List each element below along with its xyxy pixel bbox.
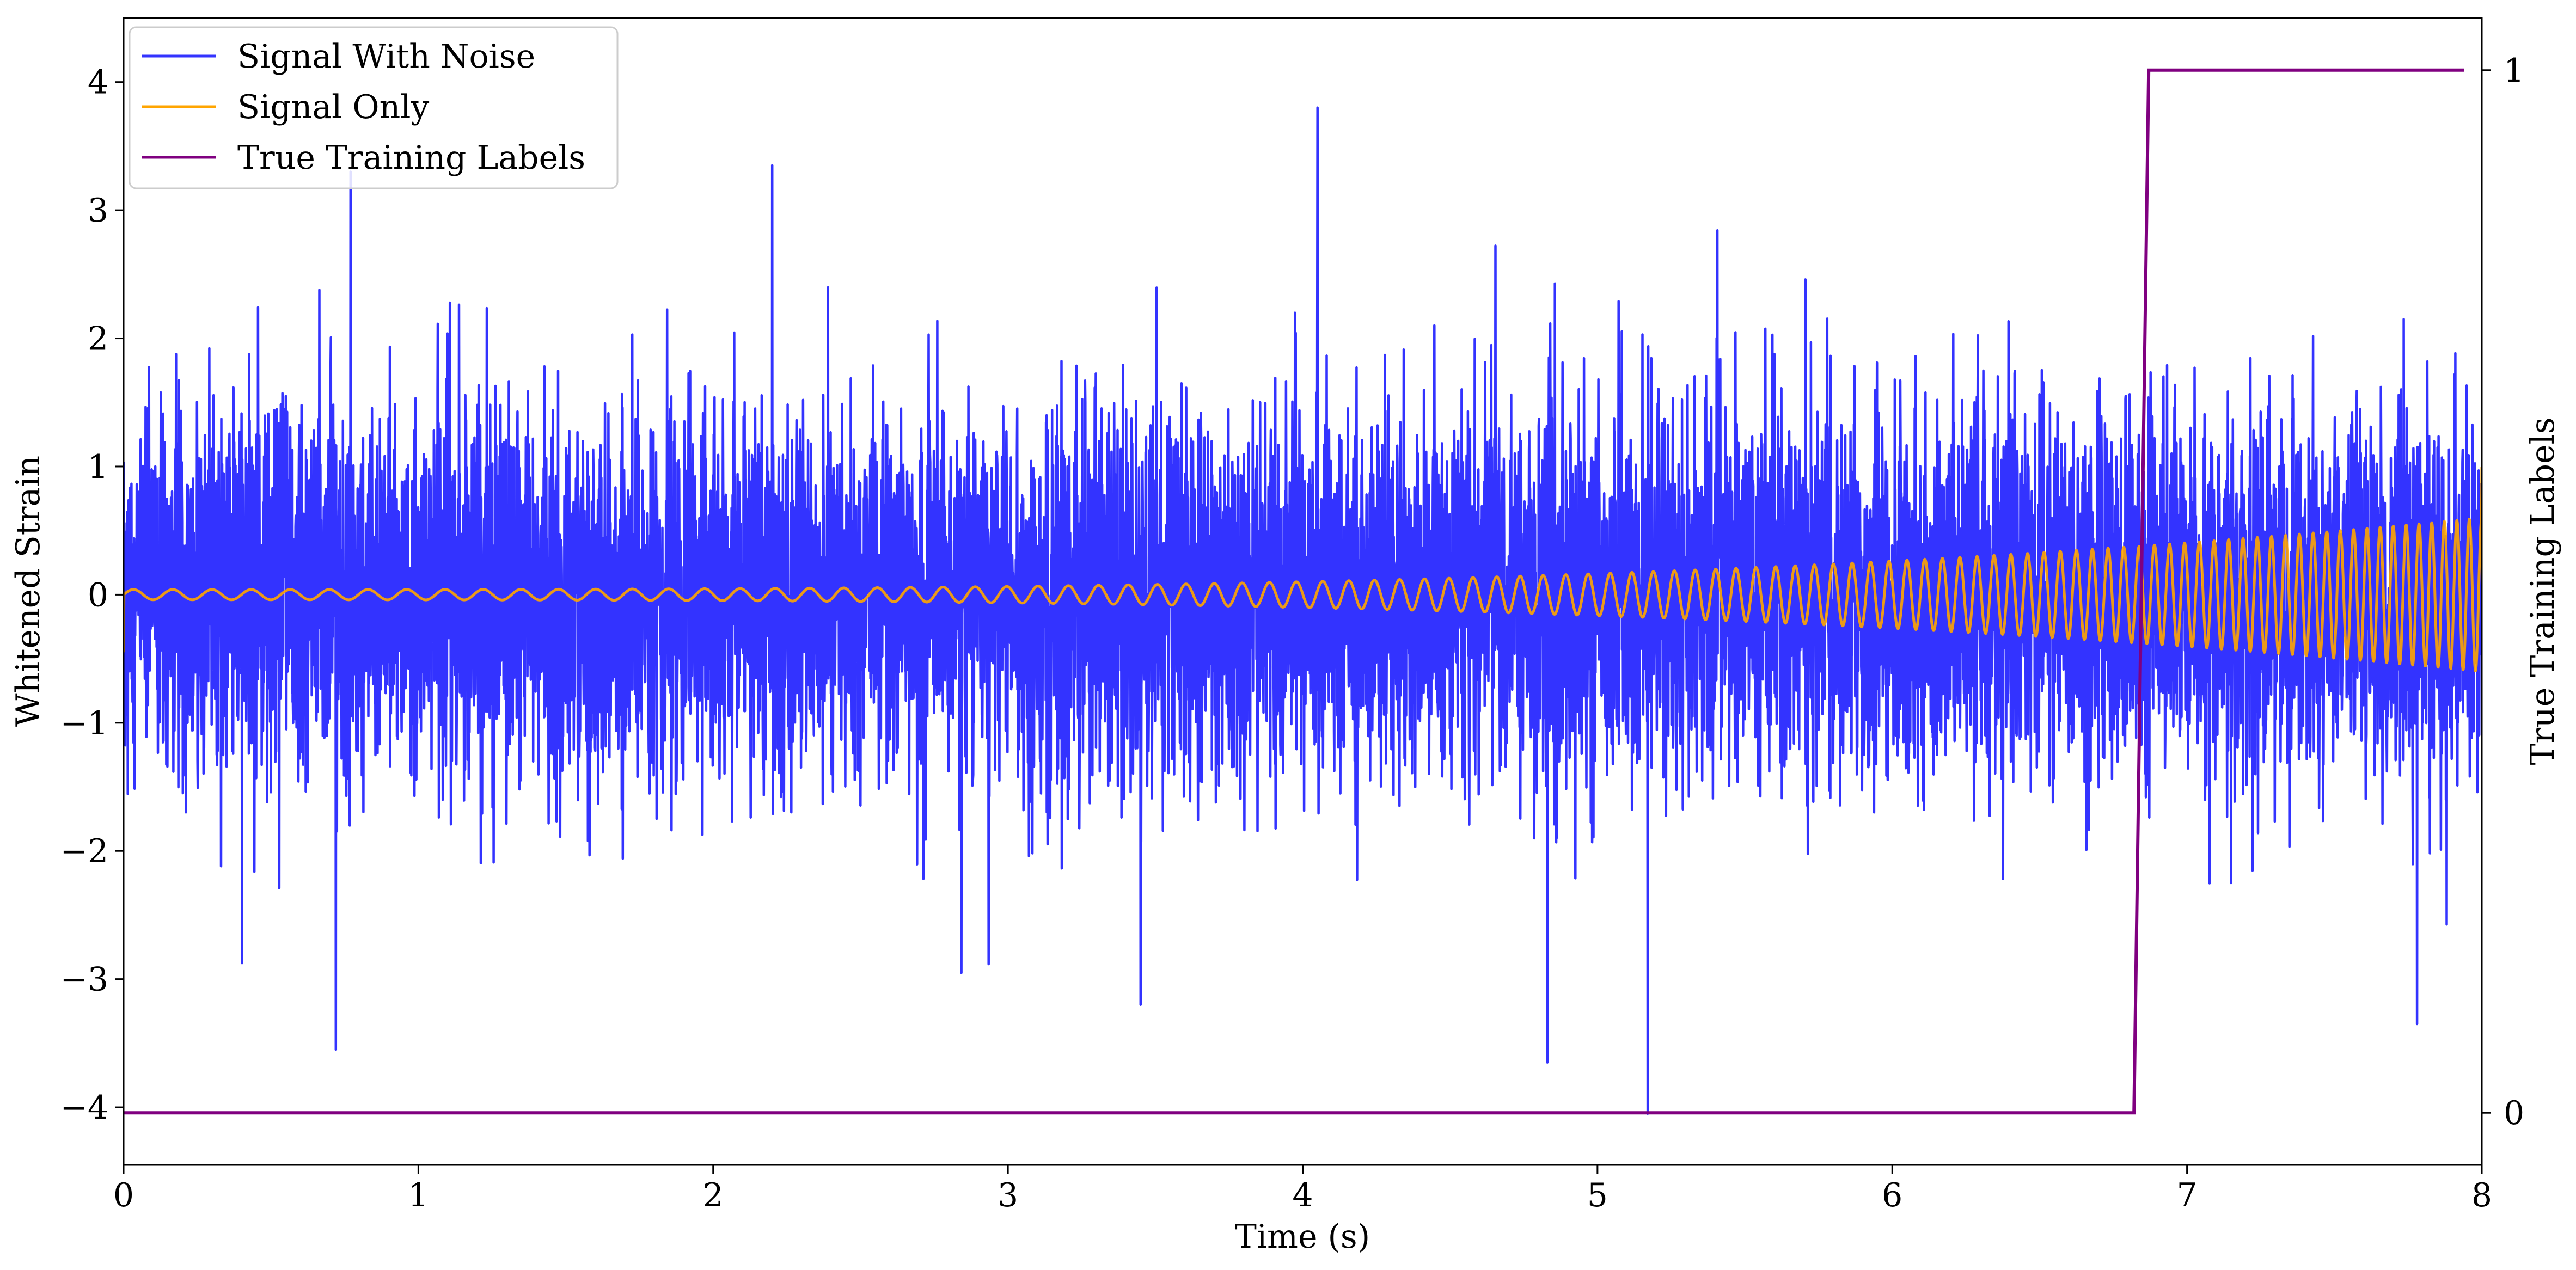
y-axis-right-title: True Training Labels	[2524, 417, 2562, 765]
x-axis: 0 1 2 3 4 5 6 7 8	[113, 1165, 2492, 1214]
series-signal-with-noise	[124, 106, 2482, 1115]
y-left-tick-label: −2	[60, 832, 108, 870]
series-signal-only	[124, 466, 2482, 672]
y-left-tick-label: 1	[88, 448, 108, 486]
x-tick-label: 3	[998, 1176, 1018, 1214]
x-tick-label: 2	[703, 1176, 724, 1214]
legend-label-signal-with-noise: Signal With Noise	[237, 38, 535, 76]
y-right-tick-label: 0	[2504, 1094, 2524, 1132]
y-left-tick-label: −1	[60, 704, 108, 743]
y-left-tick-label: −4	[60, 1089, 108, 1127]
y-right-tick-label: 1	[2504, 52, 2524, 90]
y-left-tick-label: 0	[88, 576, 108, 614]
x-tick-label: 8	[2471, 1176, 2492, 1214]
y-left-tick-label: 2	[88, 320, 108, 358]
x-tick-label: 6	[1882, 1176, 1902, 1214]
x-tick-label: 0	[113, 1176, 134, 1214]
legend-box	[129, 26, 619, 189]
y-axis-left-title: Whitened Strain	[9, 456, 47, 727]
y-left-tick-label: 4	[88, 64, 108, 102]
legend-label-true-training-labels: True Training Labels	[237, 139, 585, 177]
y-left-tick-label: 3	[88, 192, 108, 230]
plot-area	[124, 68, 2482, 1115]
x-tick-label: 7	[2177, 1176, 2198, 1214]
series-true-training-labels	[124, 68, 2464, 1115]
y-axis-right: 01	[2482, 52, 2524, 1132]
y-left-tick-label: −3	[60, 961, 108, 999]
x-axis-title: Time (s)	[1235, 1218, 1370, 1256]
y-axis-left: −4 −3 −2 −1 0 1 2 3 4	[60, 64, 124, 1127]
x-tick-label: 1	[408, 1176, 429, 1214]
legend: Signal With Noise Signal Only True Train…	[129, 26, 619, 189]
x-tick-label: 5	[1587, 1176, 1608, 1214]
legend-label-signal-only: Signal Only	[237, 88, 429, 126]
x-tick-label: 4	[1292, 1176, 1313, 1214]
